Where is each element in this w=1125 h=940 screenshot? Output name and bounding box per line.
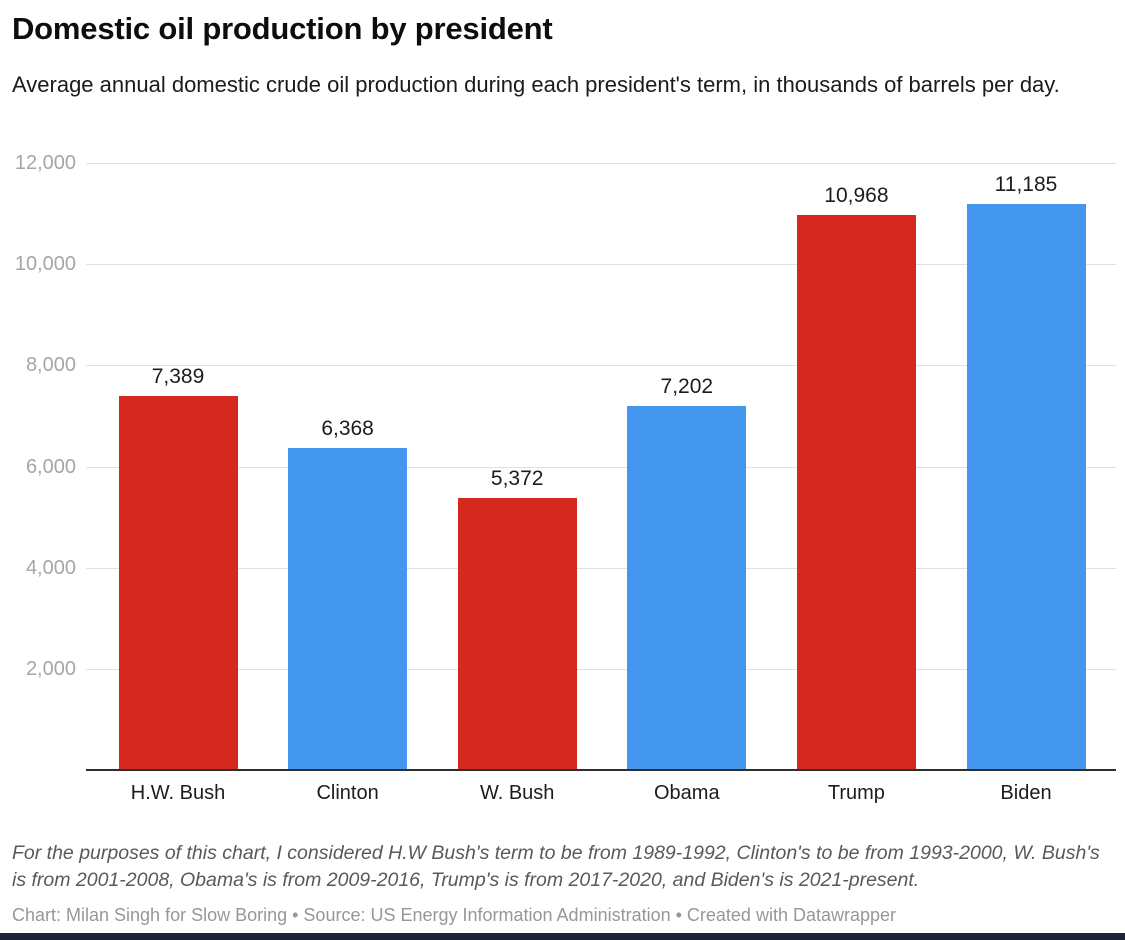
bottom-dark-strip: [0, 933, 1125, 940]
gridline-10000: [86, 264, 1116, 266]
x-axis-category-label: Obama: [654, 782, 720, 804]
y-axis-tick-label: 8,000: [25, 354, 76, 377]
gridline-12000: [86, 163, 1116, 164]
y-axis-tick-label: 10,000: [14, 253, 76, 276]
y-axis-tick-label: 2,000: [25, 657, 76, 680]
chart-subtitle: Average annual domestic crude oil produc…: [12, 72, 1060, 97]
bar-value-label: 10,968: [824, 184, 889, 208]
x-axis-line: [86, 769, 1116, 771]
bar-biden: [966, 204, 1086, 770]
bar-w-bush: [457, 498, 577, 770]
bar-obama: [627, 405, 747, 770]
x-axis-category-label: W. Bush: [479, 782, 555, 804]
x-axis-category-label: Trump: [827, 782, 885, 804]
y-axis-tick-label: 12,000: [14, 152, 76, 174]
x-axis-category-label: Clinton: [316, 782, 379, 804]
gridline-2000: [86, 668, 1116, 670]
y-axis-tick-label: 6,000: [25, 455, 76, 478]
bar-value-label: 6,368: [321, 416, 374, 440]
x-axis-category-label: H.W. Bush: [130, 782, 226, 804]
bar-clinton: [288, 447, 408, 770]
gridline-8000: [86, 365, 1116, 367]
bar-value-label: 11,185: [994, 173, 1058, 197]
bar-h-w-bush: [118, 396, 238, 770]
chart-credit-line: Chart: Milan Singh for Slow Boring • Sou…: [12, 905, 897, 925]
bar-value-label: 5,372: [490, 467, 544, 491]
x-axis-category-label: Biden: [1000, 782, 1052, 804]
bar-value-label: 7,202: [660, 374, 714, 398]
gridline-4000: [86, 567, 1116, 569]
gridline-6000: [86, 466, 1116, 468]
chart-footnote: For the purposes of this chart, I consid…: [12, 842, 1100, 891]
bar-value-label: 7,389: [151, 365, 205, 389]
bar-trump: [796, 215, 916, 770]
y-axis-tick-label: 4,000: [25, 556, 76, 579]
chart-title: Domestic oil production by president: [12, 11, 553, 46]
